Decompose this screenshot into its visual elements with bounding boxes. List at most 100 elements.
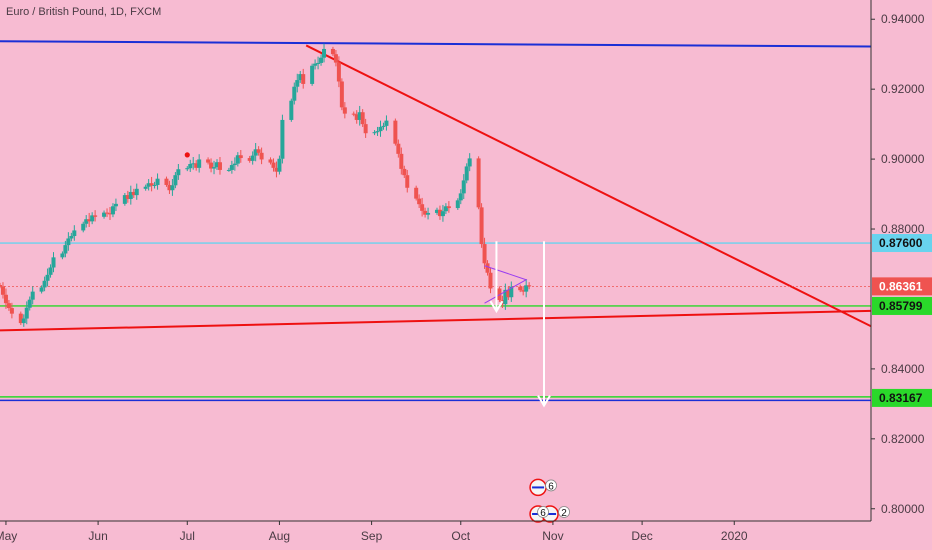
candle-body — [339, 81, 344, 108]
price-tick-label: 0.88000 — [881, 222, 925, 236]
candle-body — [458, 193, 463, 201]
candle-body — [149, 183, 154, 186]
badge-count-bg — [545, 479, 557, 492]
candle-body — [155, 178, 160, 185]
candle-body — [128, 191, 133, 199]
candle-body — [301, 74, 306, 84]
candle-body — [185, 168, 190, 170]
candle-body — [81, 223, 86, 231]
event-badges: 6 6 2 — [529, 478, 570, 523]
candle-body — [440, 211, 445, 217]
candle-body — [289, 100, 294, 120]
price-labels: 0.87600 0.86361 0.85799 0.83167 — [872, 234, 932, 407]
trendline — [0, 40, 872, 48]
candle-body — [506, 289, 511, 298]
candles-layer — [0, 43, 532, 327]
candle-body — [256, 149, 261, 153]
candle-body — [357, 112, 362, 120]
candle-body — [518, 286, 523, 291]
candle-body — [66, 238, 71, 246]
candle-body — [206, 159, 211, 163]
arrowhead — [489, 300, 504, 314]
time-tick-label: Jul — [180, 529, 195, 543]
candle-body — [360, 112, 365, 125]
candle-body — [212, 167, 217, 169]
candle-body — [455, 200, 460, 209]
candle-body — [167, 184, 172, 191]
candle-body — [405, 175, 410, 188]
price-axis[interactable]: 0.94000 0.92000 0.90000 0.88000 0.84000 0.820… — [870, 0, 925, 521]
candle-body — [333, 54, 338, 63]
candle-body — [209, 162, 214, 169]
candle-body — [464, 166, 469, 181]
candle-body — [0, 286, 5, 295]
arrowhead — [537, 395, 551, 408]
time-tick-label: Jun — [88, 529, 107, 543]
candle-body — [420, 204, 425, 211]
candle-body — [146, 183, 151, 187]
candle-body — [69, 236, 74, 239]
candle-body — [479, 207, 484, 245]
candle-body — [30, 291, 35, 300]
price-label-bg — [872, 388, 932, 407]
candle-body — [381, 125, 386, 127]
candle-body — [194, 163, 199, 168]
candle-body — [107, 213, 112, 215]
candle-body — [63, 245, 68, 254]
time-tick-label: 2020 — [721, 529, 748, 543]
candle-body — [9, 308, 14, 314]
candle-body — [122, 195, 127, 204]
candle-body — [229, 165, 234, 170]
candle-body — [170, 185, 175, 191]
triangle-pattern — [484, 265, 528, 304]
candle-body — [253, 149, 258, 156]
price-tick-label: 0.94000 — [881, 12, 925, 26]
candle-body — [277, 158, 282, 172]
candle-body — [102, 212, 107, 217]
candle-body — [235, 155, 240, 164]
candle-body — [399, 153, 404, 169]
time-axis[interactable]: May Jun Jul Aug Sep Oct Nov Dec 2020 — [0, 520, 871, 543]
candle-body — [417, 198, 422, 205]
price-label: 0.83167 — [879, 391, 923, 405]
candle-body — [384, 120, 389, 126]
candle-body — [274, 167, 279, 172]
candle-body — [292, 86, 297, 101]
candle-body — [48, 267, 53, 275]
price-tick-label: 0.92000 — [881, 82, 925, 96]
candle-body — [482, 244, 487, 264]
candle-body — [443, 206, 448, 212]
candle-body — [434, 209, 439, 213]
time-tick-label: May — [0, 529, 17, 543]
badge-count-bg — [558, 506, 570, 518]
candle-body — [280, 119, 285, 159]
candle-body — [476, 158, 481, 208]
trendline — [305, 44, 872, 328]
candle-body — [21, 318, 26, 324]
price-label: 0.87600 — [879, 236, 923, 250]
candle-body — [503, 289, 508, 305]
candle-body — [330, 48, 335, 55]
candle-body — [396, 143, 401, 154]
candle-body — [42, 280, 47, 288]
candle-body — [188, 163, 193, 169]
candle-body — [105, 212, 110, 214]
price-tick-label: 0.82000 — [881, 432, 925, 446]
candle-body — [191, 163, 196, 165]
price-label-bg — [872, 234, 932, 253]
badge-count: 6 — [540, 508, 546, 519]
candle-body — [27, 299, 32, 308]
price-tick-label: 0.80000 — [881, 502, 925, 516]
candle-body — [363, 124, 368, 134]
candle-body — [298, 74, 303, 81]
candle-body — [316, 62, 321, 64]
candle-body — [6, 303, 11, 309]
price-label: 0.85799 — [879, 299, 923, 313]
candle-body — [319, 57, 324, 63]
candle-body — [250, 155, 255, 161]
candle-body — [527, 285, 532, 287]
candle-body — [259, 152, 264, 160]
price-label-bg — [872, 296, 932, 315]
price-label-bg — [872, 277, 932, 296]
